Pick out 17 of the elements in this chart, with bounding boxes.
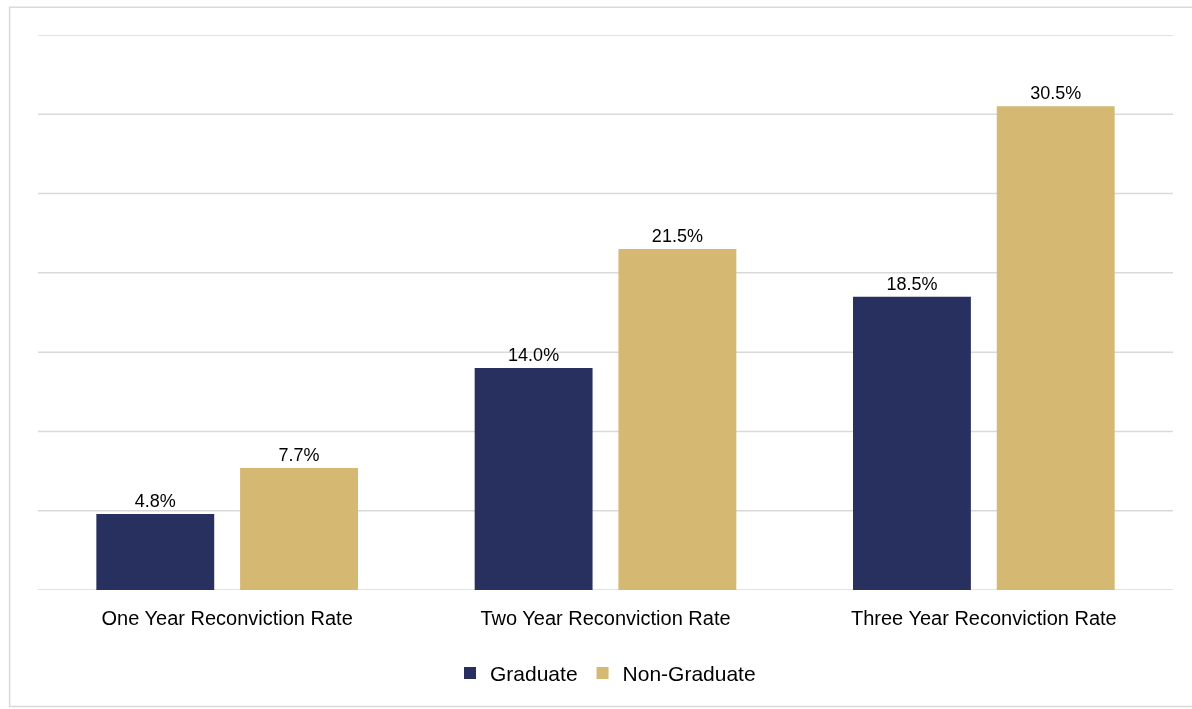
bar: [853, 296, 971, 590]
data-label: 18.5%: [886, 273, 938, 294]
data-label: 14.0%: [508, 345, 560, 365]
x-tick-label: Three Year Reconviction Rate: [850, 607, 1117, 629]
bar: [618, 249, 737, 590]
legend-label: Non-Graduate: [622, 662, 756, 686]
bar: [96, 513, 215, 590]
data-label: 21.5%: [651, 226, 703, 247]
bar: [474, 368, 593, 590]
x-tick-label: Two Year Reconviction Rate: [480, 607, 731, 629]
bar: [240, 467, 358, 590]
legend-label: Graduate: [490, 662, 578, 686]
x-tick-label: One Year Reconviction Rate: [101, 607, 353, 629]
data-label: 7.7%: [278, 444, 320, 465]
bar: [996, 106, 1115, 590]
data-label: 30.5%: [1030, 83, 1082, 104]
data-label: 4.8%: [134, 490, 176, 511]
